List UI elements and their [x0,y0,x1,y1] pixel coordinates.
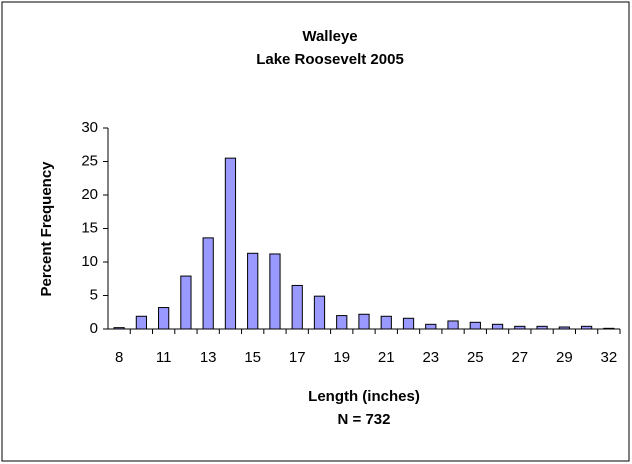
x-tick-label: 11 [156,349,172,366]
y-tick-label: 20 [81,186,98,203]
bar [202,237,214,330]
bar [469,321,481,330]
annotation: N = 732 [338,411,391,428]
x-tick-label: 21 [378,349,395,366]
x-tick-label: 32 [601,349,618,366]
bar [514,325,526,330]
bar [113,327,125,330]
bar [135,315,148,330]
x-axis-title: Length (inches) [308,388,420,405]
bar [224,157,237,330]
chart-title: Walleye [302,28,357,45]
bar [358,313,370,330]
x-tick-label: 15 [244,349,261,366]
bar [158,307,170,330]
y-tick-label: 5 [90,286,98,303]
bar [380,315,392,330]
x-tick-label: 29 [556,349,573,366]
x-tick-label: 19 [333,349,350,366]
bar [291,284,303,330]
x-tick-label: 25 [467,349,484,366]
bar [269,253,281,330]
bar [491,323,504,330]
x-tick-label: 23 [422,349,439,366]
y-tick-label: 25 [81,152,98,169]
bar [603,327,615,330]
bar [180,275,192,330]
bar [247,252,259,330]
bar [425,323,437,330]
bar [336,315,348,330]
y-tick-label: 30 [81,119,98,136]
y-axis-title: Percent Frequency [38,161,55,297]
bar [447,320,459,330]
y-tick-label: 0 [90,320,98,337]
bar [313,295,326,330]
bar [402,317,415,330]
y-tick-label: 15 [81,219,98,236]
x-tick-label: 8 [115,349,123,366]
bar [558,326,570,330]
x-tick-label: 27 [511,349,528,366]
chart-subtitle: Lake Roosevelt 2005 [256,51,404,68]
x-tick-label: 13 [200,349,217,366]
bar [580,325,593,330]
y-tick-label: 10 [81,253,98,270]
bar [536,325,548,330]
x-tick-label: 17 [289,349,306,366]
